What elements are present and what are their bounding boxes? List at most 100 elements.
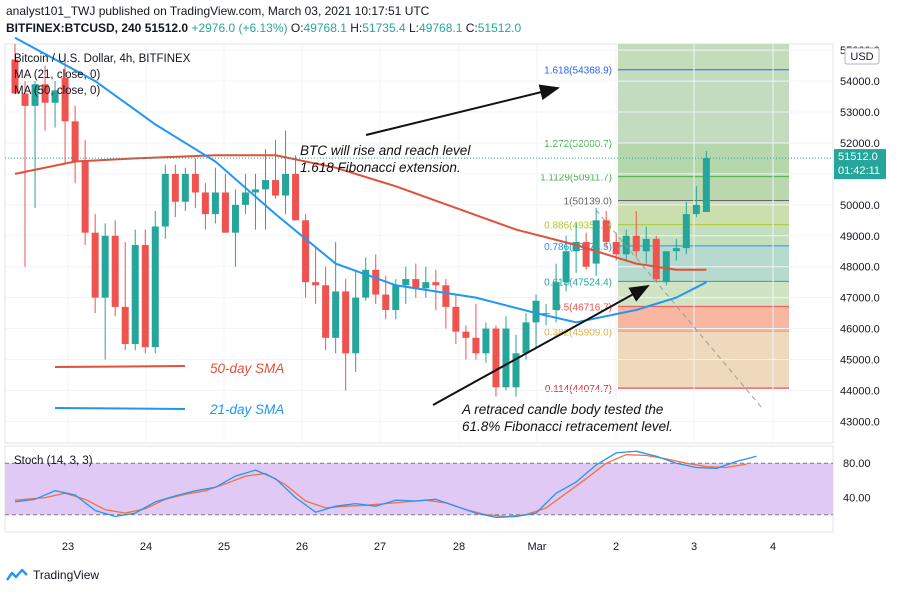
stoch-legend: Stoch (14, 3, 3) [14, 455, 93, 467]
candle-body [282, 173, 290, 196]
high-label: H: [350, 21, 363, 35]
fib-zone [618, 281, 789, 307]
price-tick-label: 49000.0 [840, 231, 880, 243]
ma21-legend[interactable]: MA (21, close, 0) [14, 69, 100, 81]
fib-level-label: 0.114(44074.7) [545, 384, 612, 395]
candle-body [21, 93, 29, 106]
candle-body [191, 173, 199, 193]
lower-arrow [432, 285, 650, 406]
candle-body [432, 282, 440, 286]
candle-body [131, 245, 139, 345]
currency-button[interactable]: USD [844, 47, 880, 65]
stoch-lines [14, 450, 757, 519]
candle-body [101, 235, 109, 298]
last-price-badge-value: 51512.0 [838, 151, 878, 163]
fib-level-label: 1(50139.0) [564, 197, 612, 208]
candle-body [382, 294, 390, 310]
price-tick-label: 47000.0 [840, 293, 880, 305]
chart-legend-title: Bitcoin / U.S. Dollar, 4h, BITFINEX [14, 53, 191, 65]
candle-body [91, 232, 99, 298]
fib-zone [618, 224, 789, 246]
time-tick-label: 23 [62, 541, 74, 553]
candle-body [171, 173, 179, 202]
time-tick-label: 27 [374, 541, 386, 553]
ma50-legend[interactable]: MA (50, close, 0) [14, 85, 100, 97]
footer-brand[interactable]: TradingView [6, 568, 99, 582]
candle-body [262, 180, 269, 190]
sma21-legend-label: 21-day SMA [209, 402, 284, 417]
upper-annotation-line1: BTC will rise and reach level [300, 143, 471, 158]
sma50-legend-label: 50-day SMA [210, 361, 284, 376]
price-change: +2976.0 (+6.13%) [191, 21, 288, 35]
price-chart[interactable]: 1.618(54368.9) 1.272(52000.7) 1.1129(50911… [0, 0, 900, 445]
high-value: 51735.4 [362, 21, 406, 35]
candle-body [682, 214, 690, 249]
candle-body [342, 291, 350, 354]
candle-body [502, 328, 510, 388]
candle-body [11, 59, 19, 94]
close-value: 51512.0 [477, 21, 522, 35]
symbol-line: BITFINEX:BTCUSD, 240 51512.0 +2976.0 (+6… [6, 20, 886, 37]
candle-body [322, 285, 330, 338]
currency-label: USD [850, 51, 873, 63]
fib-zone [618, 306, 789, 332]
publisher-line: analyst101_TWJ published on TradingView.… [6, 4, 430, 18]
sma21-legend-line [54, 407, 186, 410]
price-tick-label: 43000.0 [840, 416, 880, 428]
tradingview-logo-icon [6, 568, 28, 581]
candle-body [121, 306, 129, 345]
symbol[interactable]: BITFINEX:BTCUSD, 240 [6, 21, 142, 35]
time-tick-label: 2 [613, 541, 619, 553]
price-tick-label: 48000.0 [840, 262, 880, 274]
time-tick-label: 4 [770, 541, 776, 553]
stoch-k-line [14, 450, 757, 519]
candle-body [412, 279, 420, 289]
candle-body [612, 241, 620, 255]
candle-body [372, 269, 380, 295]
candle-body [272, 180, 280, 196]
price-tick-label: 45000.0 [840, 354, 880, 366]
close-label: C: [465, 21, 478, 35]
candle-body [442, 285, 450, 307]
stoch-band-fill [5, 463, 833, 515]
price-axis[interactable]: 43000.0 44000.0 45000.0 46000.0 47000.0 48000… [840, 45, 880, 428]
moving-averages [14, 36, 707, 324]
candle-body [552, 282, 560, 310]
time-tick-label: 26 [296, 541, 308, 553]
price-tick-label: 46000.0 [840, 324, 880, 336]
candle-body [352, 297, 360, 354]
open-value: 49768.1 [303, 21, 347, 35]
stoch-d-line [14, 453, 747, 518]
low-label: L: [409, 21, 420, 35]
candle-body [522, 322, 530, 354]
lower-annotation-line2: 61.8% Fibonacci retracement level. [462, 419, 673, 434]
fib-zone [618, 44, 789, 70]
candle-body [111, 235, 119, 307]
open-label: O: [290, 21, 304, 35]
fib-level-label: 1.1129(50911.7) [540, 173, 612, 184]
stoch-band [5, 462, 833, 516]
bar-countdown: 01:42:11 [838, 165, 880, 177]
candle-body [692, 204, 700, 215]
last-price: 51512.0 [144, 21, 189, 35]
candle-body [702, 158, 710, 213]
stoch-frame [4, 445, 834, 533]
projection-dashed-line [595, 209, 763, 409]
fib-level-label: 1.618(54368.9) [544, 66, 612, 77]
candle-body [392, 285, 400, 310]
fibonacci-retracement-tool[interactable]: 1.618(54368.9) 1.272(52000.7) 1.1129(50911… [540, 44, 789, 395]
candle-body [532, 300, 540, 323]
candle-body [672, 248, 680, 252]
candle-body [231, 204, 239, 233]
candle-body [41, 84, 49, 103]
stoch-axis: 40.00 80.00 [843, 458, 871, 504]
time-axis[interactable]: 23 24 25 26 27 28 Mar 2 3 4 [62, 541, 776, 553]
time-tick-label: 25 [218, 541, 230, 553]
candle-body [312, 282, 320, 286]
footer-brand-label: TradingView [33, 568, 100, 582]
candle-body [462, 331, 470, 338]
candle-body [422, 282, 430, 289]
ma21-line [14, 36, 707, 324]
lower-annotation-line1: A retraced candle body tested the [461, 402, 663, 417]
price-tick-label: 50000.0 [840, 200, 880, 212]
